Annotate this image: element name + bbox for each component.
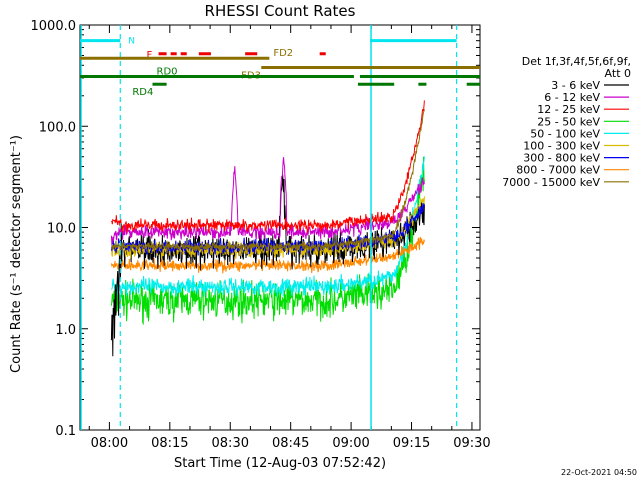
legend-header-line-1: Det 1f,3f,4f,5f,6f,9f, [522,55,631,68]
saa-label: RD4 [132,87,153,98]
y-axis-label: Count Rate (s⁻¹ detector segment⁻¹) [9,135,24,373]
night-label: N [128,37,135,47]
saa-label: RD0 [157,66,178,77]
x-tick-label: 08:45 [272,436,309,451]
legend-label: 25 - 50 keV [537,115,600,128]
footer-timestamp: 22-Oct-2021 04:50 [561,468,637,477]
x-tick-label: 09:30 [453,436,490,451]
x-axis: 08:00 08:15 08:30 08:45 09:00 09:15 09:30 [88,25,491,451]
legend-label: 300 - 800 keV [523,152,600,165]
series-group [110,100,425,357]
series-line [111,156,425,297]
chart-title: RHESSI Count Rates [205,2,356,20]
legend: Det 1f,3f,4f,5f,6f,9f, Att 0 3 - 6 keV6 … [502,55,631,189]
x-axis-label: Start Time (12-Aug-03 07:52:42) [174,456,386,471]
flare-label: F [147,50,153,61]
series-line [110,156,425,326]
series-line [110,100,425,234]
x-tick-label: 08:00 [91,436,128,451]
y-tick-label: 10.0 [47,222,76,237]
legend-label: 6 - 12 keV [544,91,600,104]
legend-label: 100 - 300 keV [523,140,600,153]
series-line [111,109,425,253]
legend-label: 7000 - 15000 keV [502,176,600,189]
saa-label: FD2 [273,48,293,59]
legend-label: 50 - 100 keV [530,127,600,140]
x-tick-label: 09:00 [332,436,369,451]
legend-label: 12 - 25 keV [537,103,600,116]
x-tick-label: 08:30 [212,436,249,451]
legend-label: 3 - 6 keV [551,79,600,92]
legend-header-line-2: Att 0 [605,67,631,80]
y-tick-label: 100.0 [39,120,76,135]
x-tick-label: 09:15 [393,436,430,451]
y-tick-label: 1.0 [55,323,76,338]
x-tick-label: 08:15 [151,436,188,451]
y-axis: 0.1 1.0 10.0 100.0 1000.0 [31,19,480,439]
y-tick-label: 0.1 [55,424,76,439]
series-line [110,157,425,245]
annotations: NFFD2FD3RD0RD4 [80,25,480,430]
legend-label: 800 - 7000 keV [516,164,600,177]
y-tick-label: 1000.0 [31,19,77,34]
series-line [110,236,425,274]
